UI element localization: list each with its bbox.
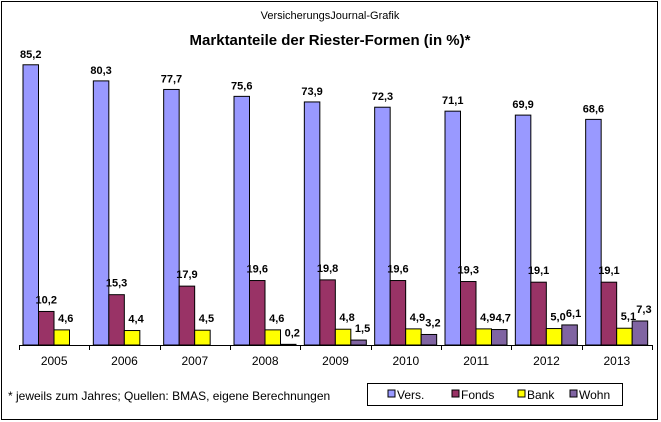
data-label: 4,4 [128,314,144,326]
bar-wohn-2009 [350,339,367,346]
x-tick-label: 2006 [111,354,138,368]
data-label: 3,2 [425,317,440,329]
bar-fonds-2005 [38,310,55,346]
legend-label: Bank [527,388,555,402]
bar-wohn-2010 [420,333,438,346]
bar-bank-2009 [334,328,352,346]
data-label: 73,9 [301,86,322,98]
bar-wohn-2011 [491,329,508,346]
legend-swatch-wohn [569,389,578,398]
data-label: 4,7 [496,313,511,325]
legend-swatch-bank [517,389,526,398]
x-tick-label: 2012 [533,354,560,368]
legend-swatch-fonds [451,389,460,398]
data-label: 19,6 [387,264,408,276]
data-label: 4,6 [269,313,284,325]
bar-fonds-2013 [600,281,618,346]
data-label: 19,1 [598,265,619,277]
bar-fonds-2011 [460,281,477,346]
data-label: 77,7 [161,73,182,85]
bar-vers-2008 [233,95,250,346]
data-label: 7,3 [636,304,651,316]
data-label: 10,2 [36,294,57,306]
legend-label: Vers. [397,388,424,402]
legend-label: Fonds [461,388,494,402]
bar-wohn-2012 [561,324,578,346]
data-label: 4,5 [199,313,214,325]
bar-vers-2006 [92,80,110,346]
bar-bank-2013 [616,327,633,346]
bar-bank-2012 [545,328,563,346]
bar-vers-2010 [374,106,391,346]
data-label: 4,8 [339,312,354,324]
data-label: 4,9 [480,312,495,324]
chart-title: Marktanteile der Riester-Formen (in %)* [190,32,471,49]
bar-bank-2008 [264,329,281,346]
data-label: 1,5 [355,323,370,335]
bar-fonds-2009 [319,279,336,346]
data-label: 5,1 [621,311,636,323]
legend: Vers. Fonds Bank Wohn [367,383,623,406]
x-tick-label: 2008 [252,354,279,368]
data-label: 75,6 [231,80,252,92]
bar-vers-2009 [303,101,321,346]
bar-vers-2012 [514,114,532,346]
bar-wohn-2013 [631,320,649,346]
bar-fonds-2008 [249,280,266,346]
bar-fonds-2010 [389,280,407,346]
bar-vers-2013 [585,118,602,346]
data-label: 72,3 [372,91,393,103]
bar-fonds-2012 [530,281,547,346]
data-label: 19,8 [317,263,338,275]
data-label: 4,9 [410,312,425,324]
bar-fonds-2006 [108,294,125,346]
data-label: 15,3 [106,278,127,290]
bar-wohn-2008 [280,343,297,346]
bar-bank-2006 [123,330,141,346]
data-label: 19,1 [528,265,549,277]
x-tick-label: 2011 [463,354,489,368]
legend-swatch-vers [387,389,396,398]
bar-bank-2007 [194,329,211,346]
x-tick-label: 2009 [322,354,349,368]
data-label: 0,2 [285,327,300,339]
source-label: VersicherungsJournal-Grafik [261,10,400,22]
data-label: 19,6 [247,264,268,276]
bar-fonds-2007 [178,285,196,346]
data-label: 4,6 [58,313,73,325]
data-label: 5,0 [550,312,565,324]
bar-vers-2011 [444,110,461,346]
data-label: 71,1 [442,95,463,107]
data-label: 85,2 [20,49,41,61]
data-label: 19,3 [458,265,479,277]
bar-bank-2005 [53,329,70,346]
x-tick-label: 2005 [41,354,68,368]
data-label: 69,9 [512,99,533,111]
x-tick-label: 2007 [181,354,208,368]
x-tick-label: 2013 [603,354,630,368]
legend-box [367,383,623,406]
legend-label: Wohn [579,388,610,402]
data-label: 17,9 [176,269,197,281]
data-label: 6,1 [566,308,581,320]
footnote: * jeweils zum Jahres; Quellen: BMAS, eig… [8,389,330,403]
bar-vers-2007 [163,88,180,346]
data-label: 68,6 [583,103,604,115]
data-label: 80,3 [90,65,111,77]
x-tick-label: 2010 [392,354,419,368]
bar-bank-2011 [475,328,492,346]
bar-bank-2010 [405,328,422,346]
